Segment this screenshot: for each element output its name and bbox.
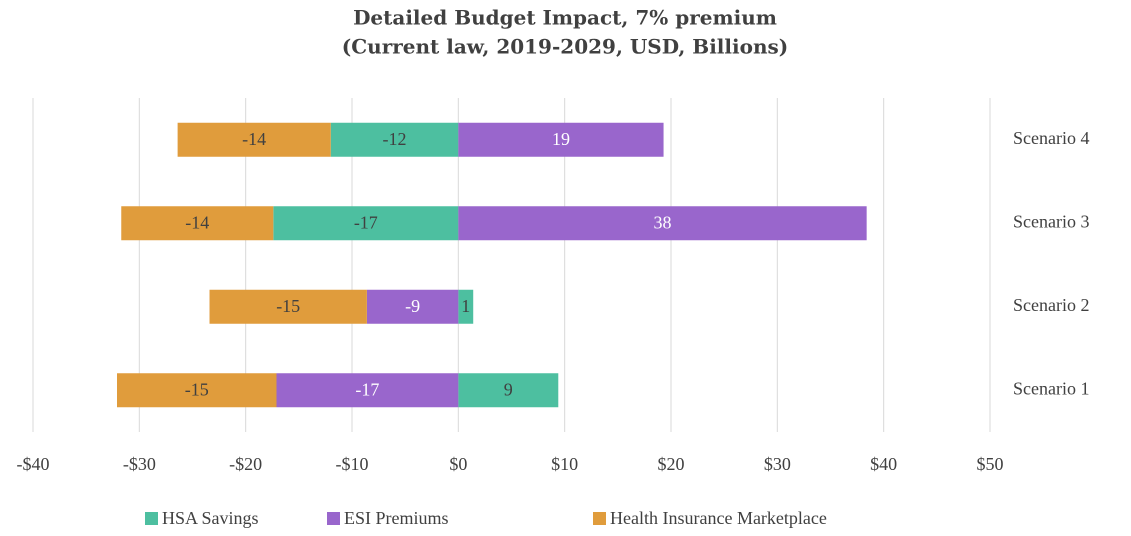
bar-segment xyxy=(117,373,277,408)
value-label: -17 xyxy=(354,212,378,232)
x-tick-label: -$20 xyxy=(229,454,262,474)
bar-segment xyxy=(366,289,459,324)
value-label: 38 xyxy=(653,212,671,232)
value-label: -9 xyxy=(405,296,420,316)
x-tick-label: $20 xyxy=(658,454,685,474)
category-label: Scenario 4 xyxy=(1013,128,1089,148)
legend-label: HSA Savings xyxy=(162,508,259,528)
category-label: Scenario 2 xyxy=(1013,295,1089,315)
value-label: -17 xyxy=(355,379,379,399)
bar-segment xyxy=(276,373,459,408)
chart-subtitle: (Current law, 2019-2029, USD, Billions) xyxy=(342,35,788,59)
legend-label: ESI Premiums xyxy=(344,508,449,528)
x-tick-label: -$40 xyxy=(17,454,50,474)
category-label: Scenario 1 xyxy=(1013,378,1089,398)
value-label: 9 xyxy=(504,379,513,399)
x-tick-label: $30 xyxy=(764,454,791,474)
chart-title: Detailed Budget Impact, 7% premium xyxy=(353,6,777,30)
x-tick-label: -$10 xyxy=(336,454,369,474)
x-tick-label: $40 xyxy=(870,454,897,474)
bar-segment xyxy=(458,373,559,408)
x-tick-label: $10 xyxy=(551,454,578,474)
legend-swatch xyxy=(327,512,340,525)
legend-swatch xyxy=(593,512,606,525)
value-label: 1 xyxy=(461,296,470,316)
bar-segment xyxy=(458,122,664,157)
value-label: -15 xyxy=(185,379,209,399)
category-label: Scenario 3 xyxy=(1013,211,1089,231)
bar-segment xyxy=(458,206,867,241)
value-label: -14 xyxy=(242,129,266,149)
bar-segment xyxy=(177,122,331,157)
value-label: -12 xyxy=(383,129,407,149)
value-label: -15 xyxy=(276,296,300,316)
x-tick-label: -$30 xyxy=(123,454,156,474)
x-tick-label: $0 xyxy=(449,454,467,474)
bar-segment xyxy=(273,206,459,241)
legend-label: Health Insurance Marketplace xyxy=(610,508,827,528)
x-tick-label: $50 xyxy=(977,454,1004,474)
bar-segment xyxy=(330,122,459,157)
bar-segment xyxy=(121,206,274,241)
value-label: -14 xyxy=(185,212,209,232)
bar-segment xyxy=(458,289,474,324)
value-label: 19 xyxy=(552,129,570,149)
legend-swatch xyxy=(145,512,158,525)
bar-segment xyxy=(209,289,367,324)
